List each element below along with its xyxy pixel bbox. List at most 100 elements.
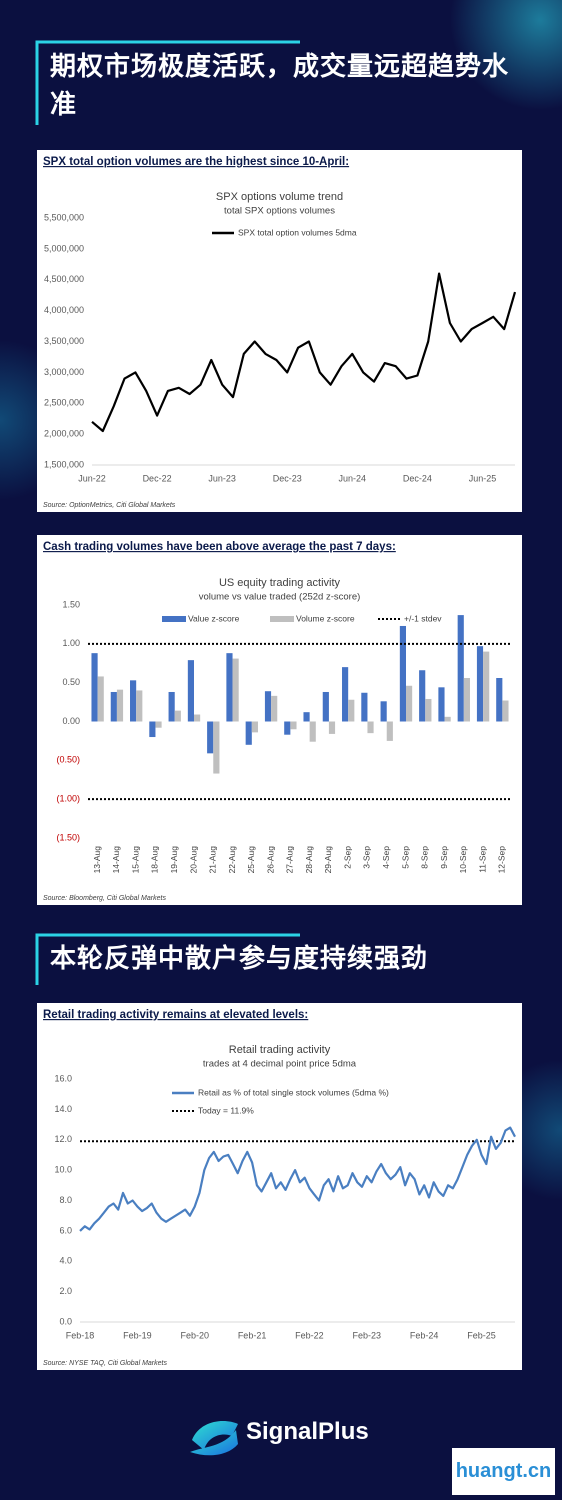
bar	[303, 712, 310, 722]
bar	[284, 721, 291, 735]
y-tick-label: (1.50)	[56, 832, 80, 842]
bar	[251, 721, 258, 733]
panel	[37, 150, 522, 512]
panel	[37, 1003, 522, 1370]
y-tick-label: 14.0	[54, 1104, 72, 1114]
bar	[361, 692, 368, 722]
y-tick-label: 8.0	[59, 1195, 72, 1205]
source: Source: OptionMetrics, Citi Global Marke…	[43, 502, 176, 509]
x-tick-label: 15-Aug	[130, 846, 140, 874]
source: Source: Bloomberg, Citi Global Markets	[43, 895, 166, 902]
y-tick-label: 16.0	[54, 1073, 72, 1083]
x-tick-label: 8-Sep	[420, 846, 430, 869]
chart-subtitle: trades at 4 decimal point price 5dma	[203, 1059, 357, 1070]
x-tick-label: Jun-24	[339, 473, 367, 483]
y-tick-label: (1.00)	[56, 794, 80, 804]
x-tick-label: 26-Aug	[265, 846, 275, 874]
x-tick-label: 27-Aug	[285, 846, 295, 874]
x-tick-label: 22-Aug	[227, 846, 237, 874]
data-line	[91, 272, 517, 433]
x-tick-label: 29-Aug	[323, 846, 333, 874]
bar	[136, 690, 143, 722]
watermark: huangt.cn	[452, 1448, 555, 1495]
bar	[168, 691, 175, 722]
x-tick-label: 9-Sep	[439, 846, 449, 869]
legend-label: SPX total option volumes 5dma	[238, 227, 357, 237]
x-tick-label: 12-Sep	[497, 846, 507, 874]
legend-label: +/-1 stdev	[404, 613, 442, 623]
bar	[232, 658, 239, 722]
bar	[149, 721, 156, 738]
logo	[190, 1430, 238, 1456]
x-tick-label: 25-Aug	[246, 846, 256, 874]
y-tick-label: 0.00	[62, 716, 80, 726]
bar	[187, 660, 194, 722]
x-tick-label: Dec-23	[273, 473, 302, 483]
x-tick-label: Jun-25	[469, 473, 497, 483]
x-tick-label: Feb-21	[238, 1330, 267, 1340]
bar	[483, 651, 490, 722]
chart-subtitle: total SPX options volumes	[224, 206, 335, 217]
bar	[155, 721, 162, 728]
y-tick-label: 1.50	[62, 599, 80, 609]
bar	[245, 721, 252, 745]
panel-headline: SPX total option volumes are the highest…	[43, 156, 349, 168]
x-tick-label: 21-Aug	[208, 846, 218, 874]
bar	[328, 721, 336, 734]
x-tick-label: 3-Sep	[362, 846, 372, 869]
bar	[399, 625, 406, 722]
y-tick-label: 4.0	[59, 1256, 72, 1266]
bar	[496, 678, 503, 722]
y-tick-label: 5,500,000	[44, 212, 84, 222]
y-tick-label: 4,500,000	[44, 274, 84, 284]
bar	[271, 695, 278, 722]
bar	[97, 676, 104, 722]
bar	[110, 691, 117, 722]
bar	[264, 691, 272, 722]
y-tick-label: 3,000,000	[44, 367, 84, 377]
x-tick-label: 2-Sep	[342, 846, 352, 869]
y-tick-label: 2,000,000	[44, 429, 84, 439]
x-tick-label: Dec-24	[403, 473, 432, 483]
bar	[91, 653, 98, 722]
chart-title: US equity trading activity	[219, 577, 341, 589]
y-tick-label: 10.0	[54, 1165, 72, 1175]
glow	[450, 0, 562, 110]
x-tick-label: 11-Sep	[477, 846, 487, 873]
bar	[290, 721, 297, 730]
x-tick-label: 19-Aug	[169, 846, 179, 874]
y-tick-label: (0.50)	[56, 755, 80, 765]
bar	[438, 687, 445, 722]
source: Source: NYSE TAQ, Citi Global Markets	[43, 1360, 167, 1367]
x-tick-label: 18-Aug	[150, 846, 160, 874]
bar	[457, 615, 464, 722]
heading: 期权市场极度活跃，成交量远超趋势水准	[50, 52, 510, 120]
y-tick-label: 0.0	[59, 1316, 72, 1326]
bar	[386, 721, 393, 741]
y-tick-label: 6.0	[59, 1225, 72, 1235]
chart-subtitle: volume vs value traded (252d z-score)	[199, 592, 361, 603]
x-tick-label: Feb-20	[180, 1330, 209, 1340]
bar	[419, 670, 426, 722]
y-tick-label: 5,000,000	[44, 243, 84, 253]
y-tick-label: 4,000,000	[44, 305, 84, 315]
x-tick-label: Jun-23	[208, 473, 236, 483]
x-tick-label: Feb-25	[467, 1330, 496, 1340]
y-tick-label: 1.00	[62, 638, 80, 648]
bar	[194, 714, 201, 722]
bar	[309, 721, 316, 742]
bar	[207, 721, 214, 754]
chart-title: SPX options volume trend	[216, 191, 343, 203]
bar	[213, 721, 220, 774]
x-tick-label: 14-Aug	[111, 846, 121, 874]
x-tick-label: Dec-22	[143, 473, 172, 483]
bar	[476, 646, 484, 722]
bar	[342, 667, 349, 722]
heading: 本轮反弹中散户参与度持续强劲	[50, 944, 429, 974]
bar	[367, 721, 374, 734]
bar	[380, 701, 387, 722]
x-tick-label: Jun-22	[78, 473, 106, 483]
x-tick-label: 13-Aug	[92, 846, 102, 874]
